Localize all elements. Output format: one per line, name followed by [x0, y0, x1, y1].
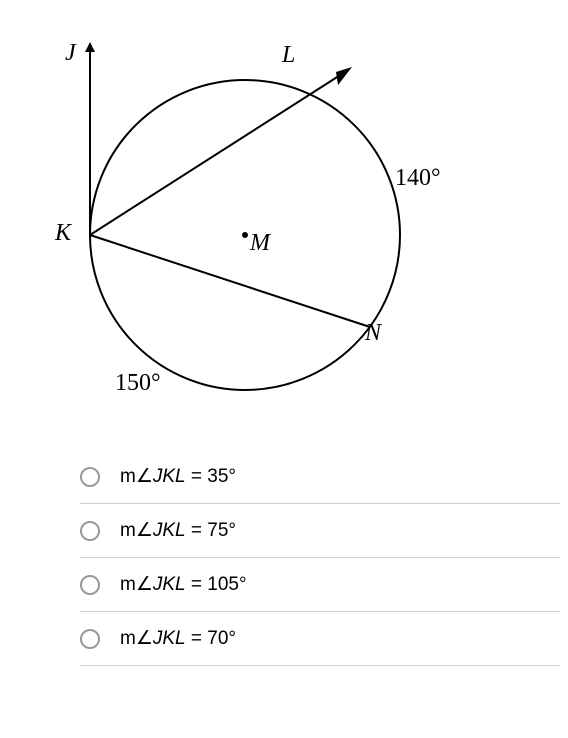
- option-row-2[interactable]: m∠JKL = 105°: [80, 558, 560, 612]
- option-row-3[interactable]: m∠JKL = 70°: [80, 612, 560, 666]
- line-kn: [90, 235, 370, 327]
- option-text-2: m∠JKL = 105°: [120, 573, 247, 596]
- option-row-1[interactable]: m∠JKL = 75°: [80, 504, 560, 558]
- circle-diagram-svg: [20, 20, 460, 420]
- option-row-0[interactable]: m∠JKL = 35°: [80, 450, 560, 504]
- option-text-0: m∠JKL = 35°: [120, 465, 236, 488]
- label-j: J: [65, 40, 76, 67]
- geometry-diagram: J L K M N 140° 150°: [20, 20, 460, 420]
- arrow-j: [85, 42, 95, 52]
- arc-label-140: 140°: [395, 165, 441, 192]
- label-l: L: [282, 42, 295, 69]
- label-n: N: [365, 320, 381, 347]
- label-k: K: [55, 220, 71, 247]
- radio-button-0[interactable]: [80, 467, 100, 487]
- radio-button-1[interactable]: [80, 521, 100, 541]
- line-kl: [90, 72, 345, 235]
- radio-button-2[interactable]: [80, 575, 100, 595]
- option-text-1: m∠JKL = 75°: [120, 519, 236, 542]
- radio-button-3[interactable]: [80, 629, 100, 649]
- arrow-l: [336, 67, 352, 85]
- center-point: [242, 232, 248, 238]
- arc-label-150: 150°: [115, 370, 161, 397]
- label-m: M: [250, 230, 270, 257]
- answer-options: m∠JKL = 35° m∠JKL = 75° m∠JKL = 105° m∠J…: [80, 450, 560, 666]
- option-text-3: m∠JKL = 70°: [120, 627, 236, 650]
